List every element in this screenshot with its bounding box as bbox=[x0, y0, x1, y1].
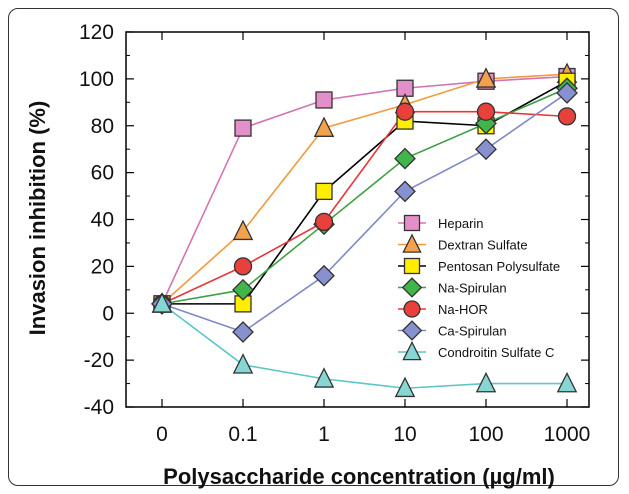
series-markers bbox=[151, 62, 578, 398]
data-point-na-spirulan bbox=[232, 278, 254, 301]
data-point-ca-spirulan bbox=[556, 82, 578, 104]
chart-frame bbox=[8, 8, 619, 486]
legend-label-pentosan-polysulfate: Pentosan Polysulfate bbox=[438, 259, 560, 274]
data-point-na-hor bbox=[233, 257, 253, 276]
data-point-ca-spirulan bbox=[475, 138, 497, 161]
data-point-ca-spirulan bbox=[313, 264, 335, 287]
legend-marker-na-spirulan bbox=[401, 277, 423, 298]
data-point-condroitin-sulfate-c bbox=[313, 367, 335, 388]
y-tick-label: 60 bbox=[91, 162, 114, 185]
x-tick-label: 1000 bbox=[544, 423, 591, 446]
series-lines bbox=[161, 73, 568, 390]
data-point-heparin bbox=[315, 91, 333, 109]
y-tick-label: 80 bbox=[91, 115, 114, 138]
series-line-na-hor bbox=[161, 110, 568, 305]
data-point-na-hor bbox=[476, 102, 496, 121]
y-axis-title: Invasion inhibition (%) bbox=[25, 101, 50, 336]
y-tick-label: 100 bbox=[79, 68, 114, 91]
legend-marker-na-hor bbox=[403, 300, 421, 318]
series-line-heparin bbox=[161, 75, 568, 305]
legend: Heparin Dextran Sulfate Pentosan Polysulfa… bbox=[398, 214, 560, 361]
y-tick-label: -20 bbox=[84, 349, 114, 372]
x-tick-label: 1 bbox=[318, 423, 330, 446]
data-point-ca-spirulan bbox=[394, 180, 416, 203]
series-line-na-spirulan bbox=[161, 87, 568, 305]
data-point-na-hor bbox=[557, 107, 577, 126]
data-point-dextran-sulfate bbox=[232, 219, 254, 241]
x-tick-label: 100 bbox=[468, 423, 503, 446]
legend-marker-heparin bbox=[403, 214, 421, 232]
data-point-na-hor bbox=[395, 102, 415, 121]
legend-label-ca-spirulan: Ca-Spirulan bbox=[438, 324, 507, 339]
legend-marker-dextran-sulfate bbox=[402, 233, 422, 253]
data-point-dextran-sulfate bbox=[475, 67, 497, 88]
legend-marker-pentosan-polysulfate bbox=[403, 257, 421, 275]
data-point-na-spirulan bbox=[394, 147, 416, 170]
y-tick-label: 40 bbox=[91, 209, 114, 232]
x-tick-label: 0.1 bbox=[228, 423, 257, 446]
x-tick-label: 0 bbox=[156, 423, 168, 446]
y-tick-label: 120 bbox=[79, 21, 114, 44]
data-point-pentosan-polysulfate bbox=[315, 182, 333, 201]
data-point-condroitin-sulfate-c bbox=[232, 353, 254, 374]
data-point-condroitin-sulfate-c bbox=[475, 371, 497, 393]
data-point-condroitin-sulfate-c bbox=[556, 371, 578, 393]
y-tick-label: 20 bbox=[91, 255, 114, 278]
legend-marker-ca-spirulan bbox=[401, 320, 423, 341]
legend-label-na-hor: Na-HOR bbox=[438, 302, 488, 317]
legend-label-condroitin-sulfate-c: Condroitin Sulfate C bbox=[438, 345, 554, 360]
data-point-dextran-sulfate bbox=[313, 116, 335, 137]
data-point-heparin bbox=[234, 119, 252, 137]
legend-label-dextran-sulfate: Dextran Sulfate bbox=[438, 238, 528, 253]
y-tick-label: 0 bbox=[102, 302, 114, 325]
data-point-na-hor bbox=[314, 212, 334, 231]
x-tick-label: 10 bbox=[393, 423, 416, 446]
legend-marker-condroitin-sulfate-c bbox=[402, 340, 422, 361]
y-tick-label: -40 bbox=[84, 396, 114, 419]
legend-label-na-spirulan: Na-Spirulan bbox=[438, 281, 507, 296]
axes: 120 100 80 60 40 20 0 -20 -40 0 0.1 1 10 100 1000 bbox=[79, 21, 590, 446]
series-line-dextran-sulfate bbox=[161, 73, 568, 305]
legend-label-heparin: Heparin bbox=[438, 216, 484, 231]
data-point-condroitin-sulfate-c bbox=[394, 376, 416, 398]
x-axis-title: Polysaccharide concentration (µg/ml) bbox=[163, 464, 555, 489]
data-point-ca-spirulan bbox=[232, 321, 254, 343]
data-point-condroitin-sulfate-c bbox=[151, 292, 173, 313]
series-line-ca-spirulan bbox=[161, 92, 568, 333]
series-line-condroitin-sulfate-c bbox=[161, 303, 567, 390]
